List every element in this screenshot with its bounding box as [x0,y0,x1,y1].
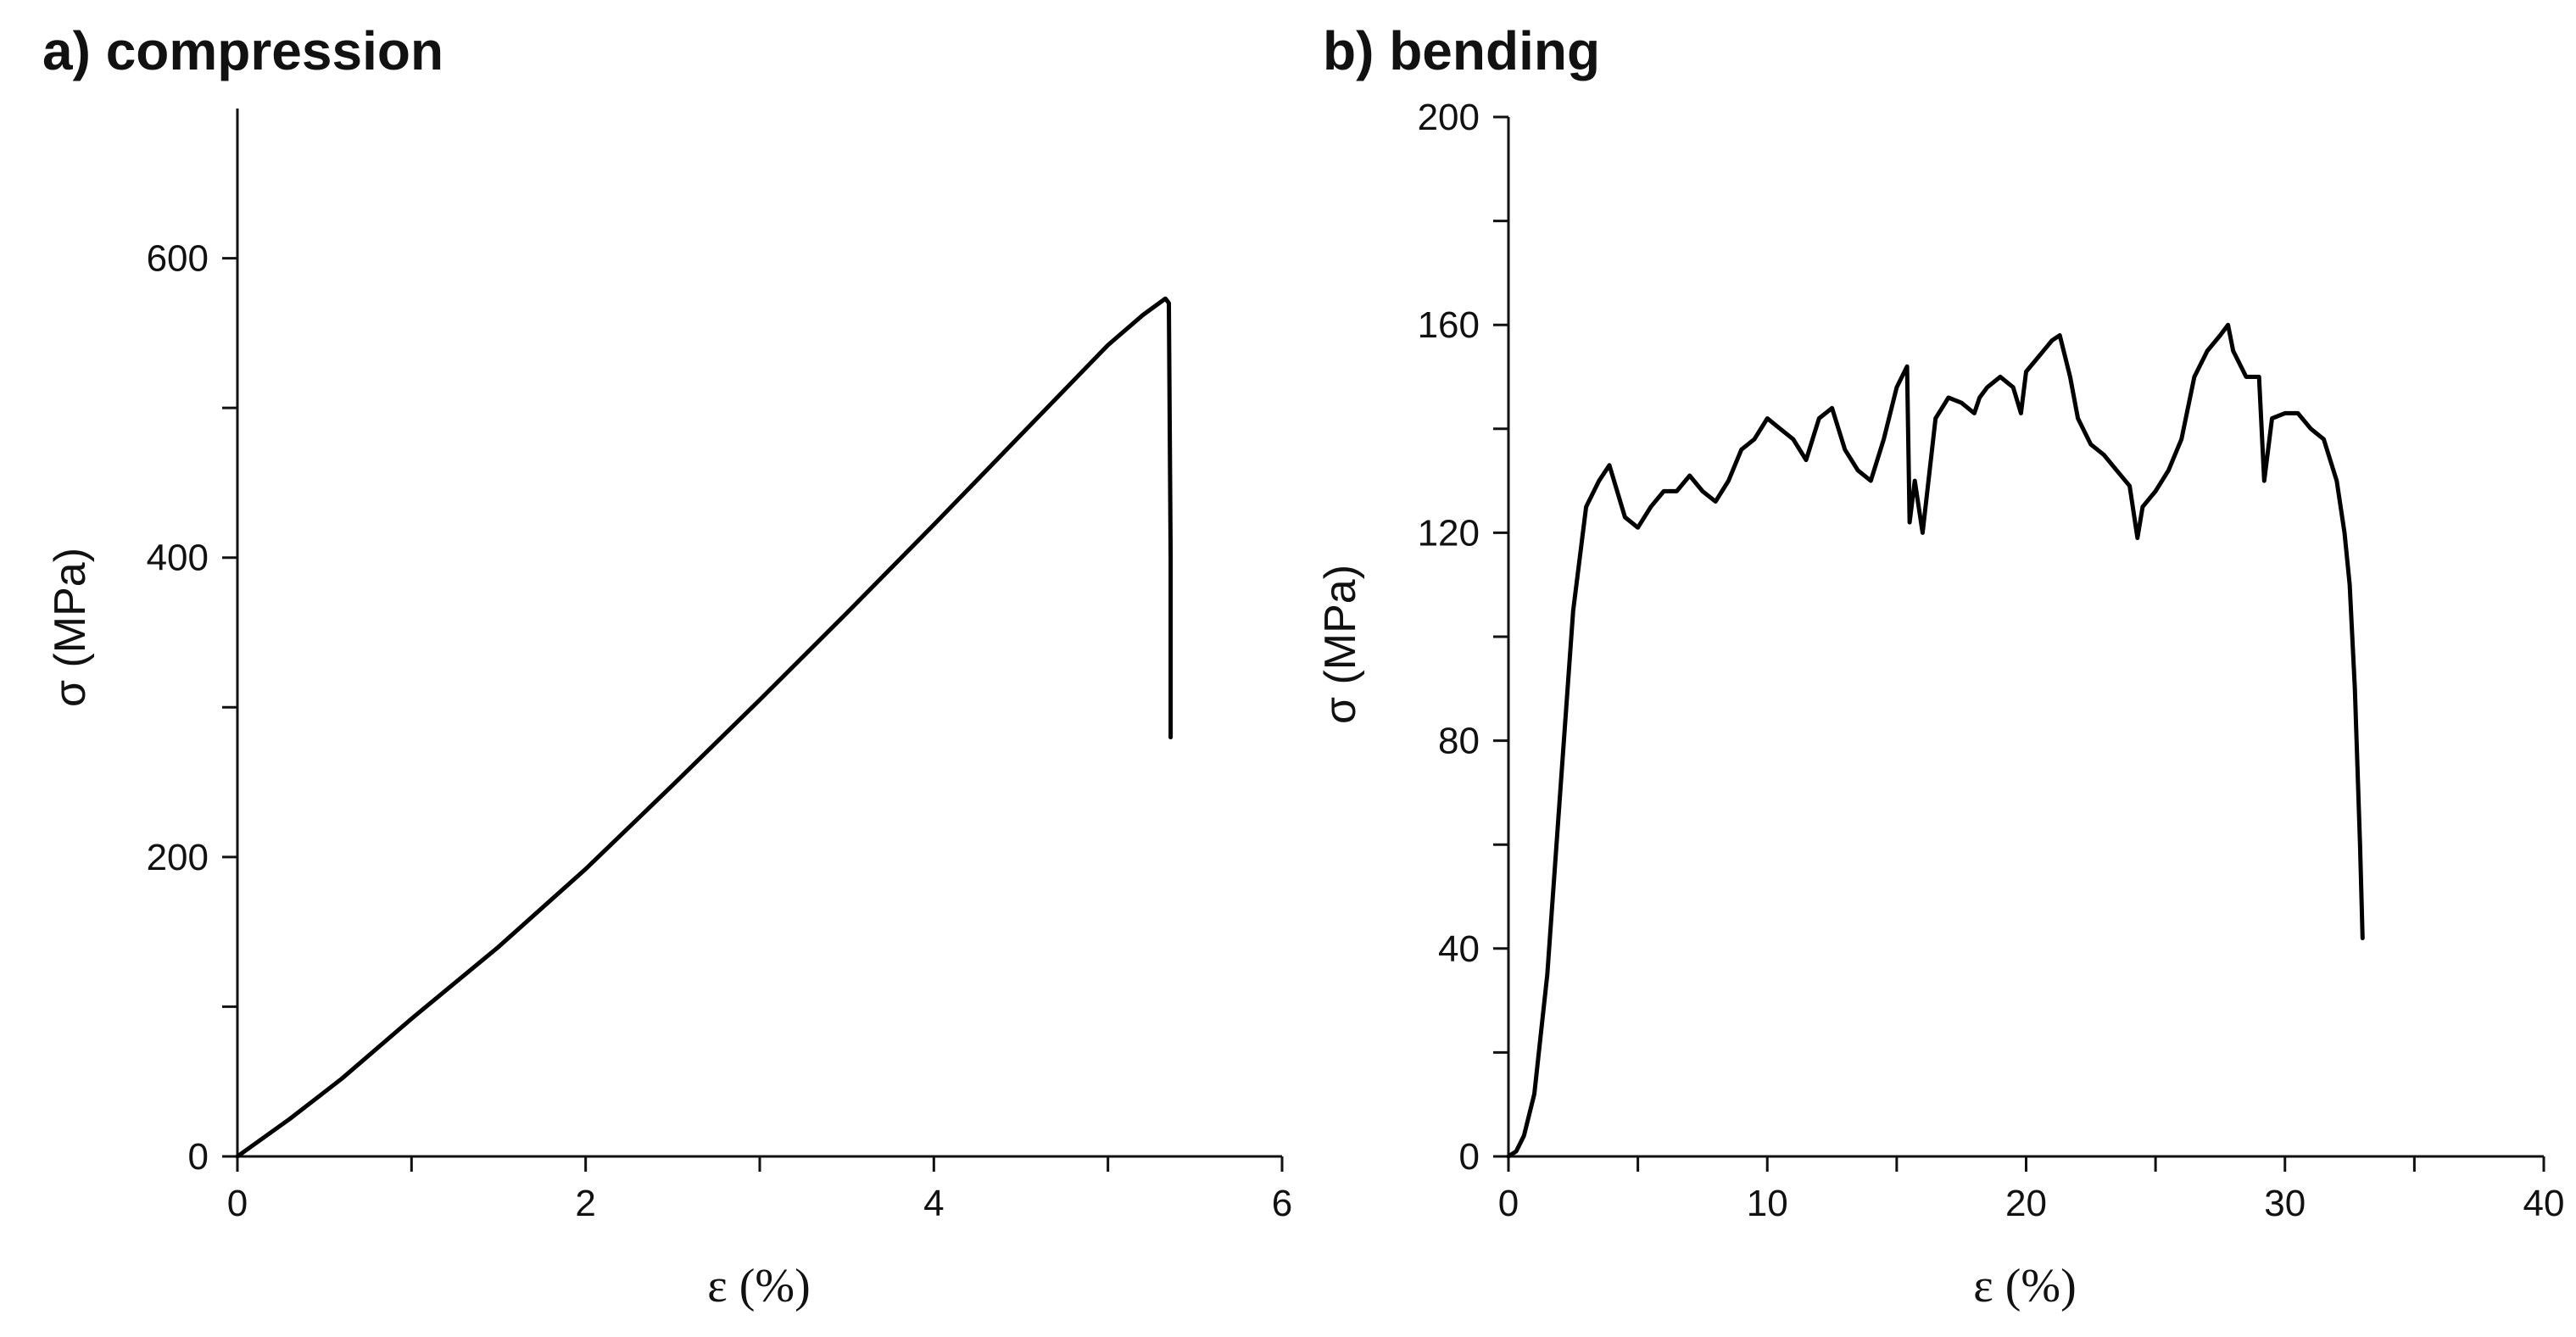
x-tick-label: 0 [227,1183,248,1224]
x-tick-label: 0 [1498,1183,1519,1224]
panel-compression: a) compression σ (MPa) ε (%) 02004006000… [42,20,1292,1312]
x-tick-label: 2 [575,1183,595,1224]
chart-title-bending: b) bending [1323,20,1600,81]
y-tick-label: 160 [1418,304,1480,346]
y-tick-label: 0 [188,1136,209,1178]
y-axis-label-compression: σ (MPa) [46,548,95,707]
y-tick-label: 600 [147,238,209,280]
chart-title-compression: a) compression [42,20,443,81]
panel-bending: b) bending σ (MPa) ε (%) 040801201602000… [1316,20,2564,1312]
y-tick-label: 120 [1418,512,1480,554]
axes-bending [1507,117,2544,1158]
x-tick-label: 6 [1272,1183,1292,1224]
axes-compression [236,109,1282,1158]
x-tick-label: 30 [2264,1183,2306,1224]
y-tick-label: 0 [1459,1136,1480,1178]
x-tick-label: 40 [2523,1183,2565,1224]
y-tick-label: 400 [147,538,209,579]
x-tick-label: 10 [1747,1183,1788,1224]
x-axis-label-compression: ε (%) [707,1260,810,1312]
y-tick-label: 200 [147,837,209,878]
y-tick-label: 40 [1438,928,1480,970]
series-bending [1506,322,2365,1159]
ticks-bending: 0 40 80 120 160 200 0 10 20 30 40 [1418,97,2565,1224]
stress-strain-curve-bending [1506,322,2365,1159]
y-tick-label: 200 [1418,97,1480,138]
series-compression [235,296,1174,1159]
y-tick-label: 80 [1438,721,1480,762]
x-tick-label: 20 [2005,1183,2047,1224]
y-axis-label-bending: σ (MPa) [1316,565,1365,724]
x-tick-label: 4 [923,1183,944,1224]
x-axis-label-bending: ε (%) [1973,1260,2076,1312]
ticks-compression: 0 200 400 600 0 2 4 6 [147,238,1293,1224]
stress-strain-curve-compression [235,296,1174,1159]
